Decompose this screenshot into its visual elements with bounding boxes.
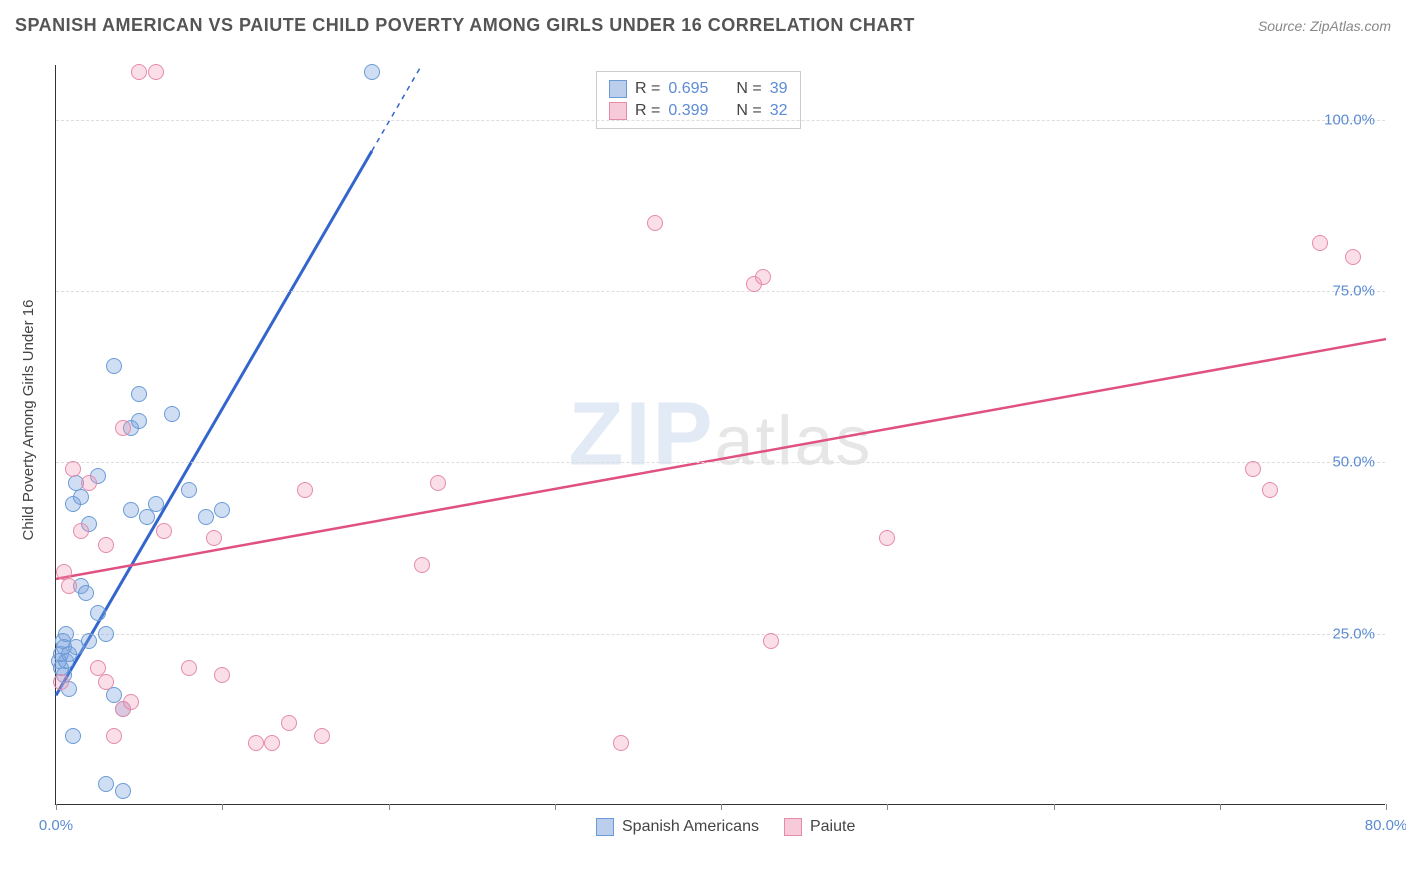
data-point <box>1345 249 1361 265</box>
legend-r-label: R = <box>635 102 660 120</box>
data-point <box>106 358 122 374</box>
data-point <box>206 530 222 546</box>
scatter-plot: ZIPatlas R = 0.695 N = 39 R = 0.399 N = … <box>55 65 1385 805</box>
data-point <box>214 502 230 518</box>
legend-r-label: R = <box>635 80 660 98</box>
data-point <box>131 64 147 80</box>
data-point <box>139 509 155 525</box>
legend-r-value: 0.695 <box>668 80 708 98</box>
data-point <box>1262 482 1278 498</box>
data-point <box>430 475 446 491</box>
y-tick-label: 25.0% <box>1332 625 1375 642</box>
data-point <box>73 523 89 539</box>
data-point <box>198 509 214 525</box>
legend-row: R = 0.399 N = 32 <box>609 100 788 122</box>
data-point <box>1312 235 1328 251</box>
gridline <box>56 120 1385 121</box>
x-tick <box>1054 804 1055 810</box>
source-link[interactable]: ZipAtlas.com <box>1310 18 1391 34</box>
data-point <box>1245 461 1261 477</box>
data-point <box>281 715 297 731</box>
gridline <box>56 462 1385 463</box>
legend-n-label: N = <box>736 80 761 98</box>
data-point <box>98 674 114 690</box>
data-point <box>763 633 779 649</box>
data-point <box>81 475 97 491</box>
x-tick <box>222 804 223 810</box>
legend-row: R = 0.695 N = 39 <box>609 78 788 100</box>
series-legend-label: Paiute <box>810 818 855 836</box>
data-point <box>65 461 81 477</box>
data-point <box>181 660 197 676</box>
x-tick <box>56 804 57 810</box>
data-point <box>131 413 147 429</box>
x-tick <box>1220 804 1221 810</box>
x-tick-label: 0.0% <box>39 817 73 834</box>
trend-line-extrapolated <box>372 65 422 151</box>
data-point <box>115 420 131 436</box>
data-point <box>314 728 330 744</box>
x-tick <box>555 804 556 810</box>
series-legend: Spanish Americans Paiute <box>596 818 855 836</box>
legend-n-value: 39 <box>770 80 788 98</box>
series-legend-item: Paiute <box>784 818 855 836</box>
data-point <box>53 674 69 690</box>
chart-title: SPANISH AMERICAN VS PAIUTE CHILD POVERTY… <box>15 15 915 36</box>
data-point <box>98 626 114 642</box>
series-legend-item: Spanish Americans <box>596 818 759 836</box>
series-legend-label: Spanish Americans <box>622 818 759 836</box>
data-point <box>78 585 94 601</box>
legend-n-value: 32 <box>770 102 788 120</box>
data-point <box>647 215 663 231</box>
y-axis-label: Child Poverty Among Girls Under 16 <box>20 300 37 541</box>
legend-swatch <box>609 80 627 98</box>
source-attribution: Source: ZipAtlas.com <box>1258 18 1391 34</box>
title-bar: SPANISH AMERICAN VS PAIUTE CHILD POVERTY… <box>15 15 1391 36</box>
data-point <box>364 64 380 80</box>
legend-r-value: 0.399 <box>668 102 708 120</box>
x-tick <box>1386 804 1387 810</box>
x-tick <box>887 804 888 810</box>
data-point <box>65 728 81 744</box>
data-point <box>131 386 147 402</box>
data-point <box>214 667 230 683</box>
data-point <box>98 537 114 553</box>
data-point <box>248 735 264 751</box>
y-tick-label: 50.0% <box>1332 454 1375 471</box>
data-point <box>106 728 122 744</box>
legend-swatch <box>784 818 802 836</box>
data-point <box>98 776 114 792</box>
legend-n-label: N = <box>736 102 761 120</box>
data-point <box>264 735 280 751</box>
x-tick-label: 80.0% <box>1365 817 1406 834</box>
x-tick <box>389 804 390 810</box>
data-point <box>123 694 139 710</box>
data-point <box>613 735 629 751</box>
data-point <box>297 482 313 498</box>
trend-lines-layer <box>56 65 1385 804</box>
gridline <box>56 291 1385 292</box>
data-point <box>879 530 895 546</box>
data-point <box>61 578 77 594</box>
data-point <box>181 482 197 498</box>
data-point <box>115 783 131 799</box>
data-point <box>755 269 771 285</box>
data-point <box>414 557 430 573</box>
source-label: Source: <box>1258 18 1306 34</box>
data-point <box>73 489 89 505</box>
data-point <box>90 605 106 621</box>
data-point <box>156 523 172 539</box>
y-tick-label: 100.0% <box>1324 111 1375 128</box>
legend-swatch <box>609 102 627 120</box>
data-point <box>81 633 97 649</box>
x-tick <box>721 804 722 810</box>
gridline <box>56 634 1385 635</box>
y-tick-label: 75.0% <box>1332 283 1375 300</box>
data-point <box>123 502 139 518</box>
trend-line <box>56 339 1386 579</box>
data-point <box>164 406 180 422</box>
data-point <box>148 496 164 512</box>
legend-swatch <box>596 818 614 836</box>
data-point <box>148 64 164 80</box>
